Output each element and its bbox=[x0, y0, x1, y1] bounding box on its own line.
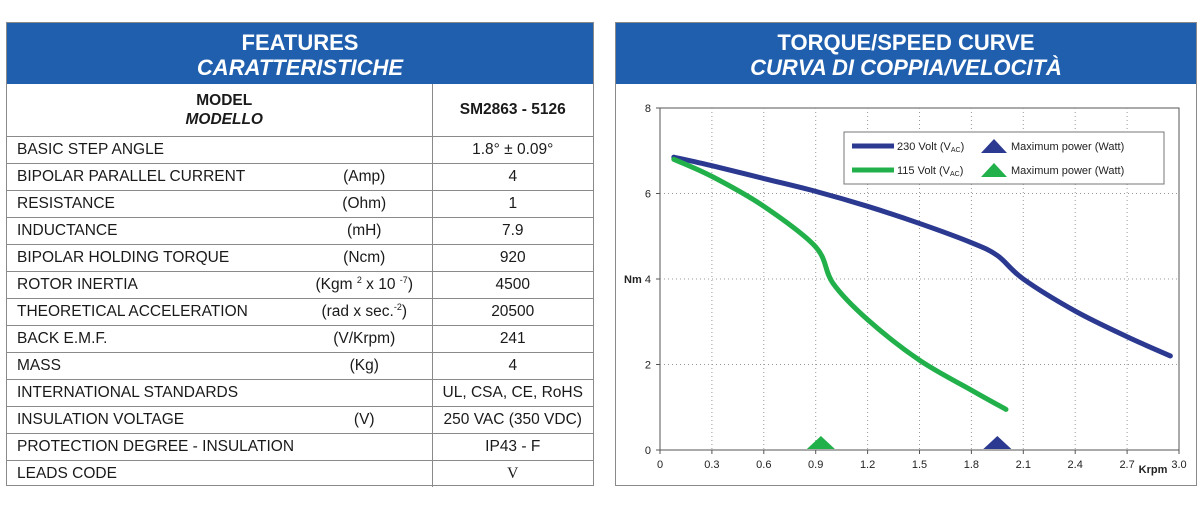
row-unit: (Kgm 2 x 10 -7) bbox=[297, 271, 432, 299]
model-label-italian: MODELLO bbox=[185, 111, 264, 128]
row-unit bbox=[297, 136, 432, 164]
row-unit: (mH) bbox=[297, 217, 432, 245]
row-value: V bbox=[431, 460, 593, 487]
legend-label: 115 Volt (VAC) bbox=[897, 165, 963, 178]
table-row: BASIC STEP ANGLE 1.8° ± 0.09° bbox=[7, 136, 593, 164]
row-value: 250 VAC (350 VDC) bbox=[431, 406, 593, 434]
row-label: INDUCTANCE bbox=[7, 217, 297, 245]
features-panel: FEATURES CARATTERISTICHE MODEL MODELLO S… bbox=[6, 22, 594, 487]
table-row: BIPOLAR PARALLEL CURRENT (Amp) 4 bbox=[7, 163, 593, 191]
torque-speed-panel: TORQUE/SPEED CURVE CURVA DI COPPIA/VELOC… bbox=[615, 22, 1197, 486]
row-unit: (Kg) bbox=[297, 352, 432, 380]
model-label-cell: MODEL MODELLO bbox=[7, 84, 432, 137]
x-tick-label: 0 bbox=[657, 459, 663, 471]
curve-header: TORQUE/SPEED CURVE CURVA DI COPPIA/VELOC… bbox=[616, 23, 1196, 84]
row-unit: (V/Krpm) bbox=[297, 325, 432, 353]
row-unit: (V) bbox=[297, 406, 432, 434]
legend-marker-label: Maximum power (Watt) bbox=[1011, 141, 1124, 153]
row-label: BACK E.M.F. bbox=[7, 325, 297, 353]
x-axis-label: Krpm bbox=[1139, 464, 1168, 476]
table-row: INSULATION VOLTAGE (V) 250 VAC (350 VDC) bbox=[7, 406, 593, 434]
row-value: 920 bbox=[431, 244, 593, 272]
model-label: MODEL bbox=[196, 92, 253, 109]
x-tick-label: 3.0 bbox=[1171, 459, 1186, 471]
row-value: 20500 bbox=[431, 298, 593, 326]
features-title-italian: CARATTERISTICHE bbox=[196, 55, 404, 80]
row-value: UL, CSA, CE, RoHS bbox=[431, 379, 593, 407]
series-line-230v bbox=[671, 154, 1173, 359]
row-value: 4500 bbox=[431, 271, 593, 299]
x-tick-label: 0.6 bbox=[756, 459, 771, 471]
x-tick-label: 2.7 bbox=[1119, 459, 1134, 471]
series-line-115v bbox=[671, 156, 1009, 412]
row-unit: (Amp) bbox=[297, 163, 432, 191]
row-label: MASS bbox=[7, 352, 297, 380]
row-value: 1 bbox=[431, 190, 593, 218]
row-value: 1.8° ± 0.09° bbox=[431, 136, 593, 164]
row-unit bbox=[297, 379, 432, 407]
torque-speed-chart: 0 0.3 0.6 0.9 1.2 1.5 1.8 2.1 2.4 2.7 3.0 0 2 4 6 8 Nm Kr… bbox=[624, 103, 1187, 476]
row-unit: (Ohm) bbox=[297, 190, 432, 218]
row-value: 7.9 bbox=[431, 217, 593, 245]
x-tick-label: 2.4 bbox=[1068, 459, 1083, 471]
table-row: THEORETICAL ACCELERATION (rad x sec.-2) … bbox=[7, 298, 593, 326]
x-tick-label: 1.8 bbox=[964, 459, 979, 471]
x-tick-label: 0.9 bbox=[808, 459, 823, 471]
legend-marker-label: Maximum power (Watt) bbox=[1011, 165, 1124, 177]
features-table: MODEL MODELLO SM2863 - 5126 BASIC STEP A… bbox=[7, 84, 593, 487]
row-value: 4 bbox=[431, 163, 593, 191]
table-row: BIPOLAR HOLDING TORQUE (Ncm) 920 bbox=[7, 244, 593, 272]
y-axis-label: Nm bbox=[624, 274, 642, 286]
row-label: THEORETICAL ACCELERATION bbox=[7, 298, 297, 326]
legend-label: 230 Volt (VAC) bbox=[897, 141, 964, 154]
y-tick-label: 2 bbox=[645, 360, 651, 372]
row-unit: (rad x sec.-2) bbox=[297, 298, 432, 326]
table-row: ROTOR INERTIA (Kgm 2 x 10 -7) 4500 bbox=[7, 271, 593, 299]
features-title: FEATURES bbox=[241, 30, 359, 55]
row-value: 241 bbox=[431, 325, 593, 353]
legend-marker-triangle bbox=[981, 139, 1007, 153]
row-unit bbox=[297, 461, 432, 488]
legend-marker-triangle bbox=[981, 163, 1007, 177]
max-power-marker-230v bbox=[983, 436, 1012, 449]
table-row: INDUCTANCE (mH) 7.9 bbox=[7, 217, 593, 245]
x-tick-label: 1.2 bbox=[860, 459, 875, 471]
y-tick-label: 4 bbox=[645, 274, 651, 286]
max-power-marker-115v bbox=[806, 436, 835, 449]
row-label: BIPOLAR HOLDING TORQUE bbox=[7, 244, 297, 272]
row-label: LEADS CODE bbox=[17, 465, 117, 482]
y-tick-label: 0 bbox=[645, 445, 651, 457]
row-label: INSULATION VOLTAGE bbox=[7, 406, 297, 434]
row-label: ROTOR INERTIA bbox=[7, 271, 297, 299]
row-value: 4 bbox=[431, 352, 593, 380]
row-label: PROTECTION DEGREE - INSULATION CLASS bbox=[7, 433, 297, 461]
table-row: RESISTANCE (Ohm) 1 bbox=[7, 190, 593, 218]
table-row: LEADS CODE V bbox=[7, 460, 593, 488]
row-label: INTERNATIONAL STANDARDS bbox=[7, 379, 297, 407]
row-value: IP43 - F bbox=[431, 433, 593, 461]
curve-title: TORQUE/SPEED CURVE bbox=[777, 30, 1035, 55]
features-header: FEATURES CARATTERISTICHE bbox=[7, 23, 593, 84]
x-tick-label: 1.5 bbox=[912, 459, 927, 471]
row-unit bbox=[297, 433, 432, 461]
table-row-model: MODEL MODELLO SM2863 - 5126 bbox=[7, 84, 593, 137]
x-tick-label: 2.1 bbox=[1016, 459, 1031, 471]
row-unit: (Ncm) bbox=[297, 244, 432, 272]
x-tick-label: 0.3 bbox=[704, 459, 719, 471]
curve-title-italian: CURVA DI COPPIA/VELOCITÀ bbox=[750, 55, 1062, 80]
table-row: BACK E.M.F. (V/Krpm) 241 bbox=[7, 325, 593, 353]
table-row: PROTECTION DEGREE - INSULATION CLASS IP4… bbox=[7, 433, 593, 461]
y-tick-label: 8 bbox=[645, 103, 651, 115]
row-label: RESISTANCE bbox=[7, 190, 297, 218]
table-row: MASS (Kg) 4 bbox=[7, 352, 593, 380]
y-tick-label: 6 bbox=[645, 189, 651, 201]
row-label: BIPOLAR PARALLEL CURRENT bbox=[7, 163, 297, 191]
row-label: BASIC STEP ANGLE bbox=[7, 136, 297, 164]
table-row: INTERNATIONAL STANDARDS UL, CSA, CE, RoH… bbox=[7, 379, 593, 407]
model-value: SM2863 - 5126 bbox=[431, 84, 593, 137]
